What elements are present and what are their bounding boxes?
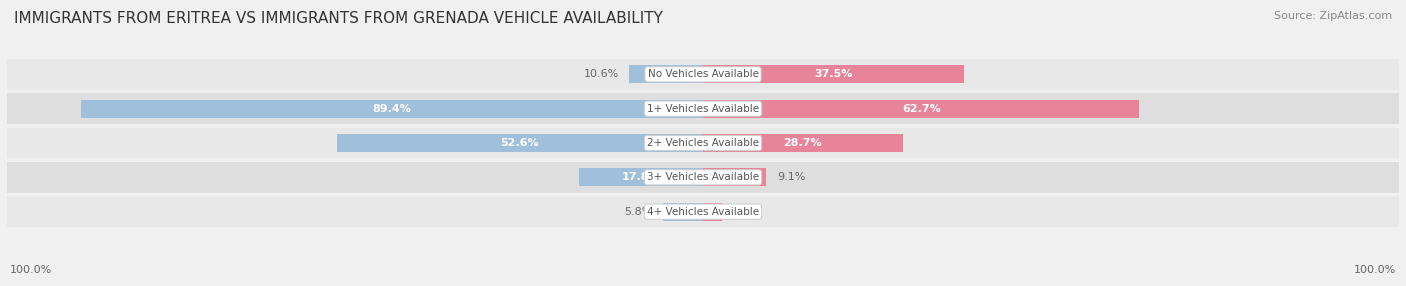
Bar xyxy=(7,59,1399,90)
Text: 62.7%: 62.7% xyxy=(901,104,941,114)
Bar xyxy=(7,128,1399,158)
Text: 52.6%: 52.6% xyxy=(501,138,540,148)
Bar xyxy=(7,93,1399,124)
Text: 100.0%: 100.0% xyxy=(1354,265,1396,275)
Bar xyxy=(703,100,1139,118)
Text: 28.7%: 28.7% xyxy=(783,138,823,148)
Text: 17.8%: 17.8% xyxy=(621,172,661,182)
Text: 9.1%: 9.1% xyxy=(776,172,806,182)
Text: Source: ZipAtlas.com: Source: ZipAtlas.com xyxy=(1274,11,1392,21)
Bar xyxy=(703,168,766,186)
Text: 10.6%: 10.6% xyxy=(583,69,619,79)
Text: No Vehicles Available: No Vehicles Available xyxy=(648,69,758,79)
Text: 1+ Vehicles Available: 1+ Vehicles Available xyxy=(647,104,759,114)
Bar xyxy=(7,162,1399,193)
Text: 5.8%: 5.8% xyxy=(624,207,652,217)
Bar xyxy=(703,65,965,83)
Text: 2+ Vehicles Available: 2+ Vehicles Available xyxy=(647,138,759,148)
Bar xyxy=(579,168,703,186)
Text: 37.5%: 37.5% xyxy=(814,69,852,79)
Bar xyxy=(7,196,1399,227)
Text: 89.4%: 89.4% xyxy=(373,104,412,114)
Text: 3+ Vehicles Available: 3+ Vehicles Available xyxy=(647,172,759,182)
Text: 2.7%: 2.7% xyxy=(733,207,761,217)
Text: 100.0%: 100.0% xyxy=(10,265,52,275)
Bar xyxy=(662,203,703,221)
Bar xyxy=(337,134,703,152)
Text: IMMIGRANTS FROM ERITREA VS IMMIGRANTS FROM GRENADA VEHICLE AVAILABILITY: IMMIGRANTS FROM ERITREA VS IMMIGRANTS FR… xyxy=(14,11,664,26)
Bar xyxy=(630,65,703,83)
Text: 4+ Vehicles Available: 4+ Vehicles Available xyxy=(647,207,759,217)
Bar xyxy=(703,203,721,221)
Bar xyxy=(703,134,903,152)
Bar xyxy=(80,100,703,118)
